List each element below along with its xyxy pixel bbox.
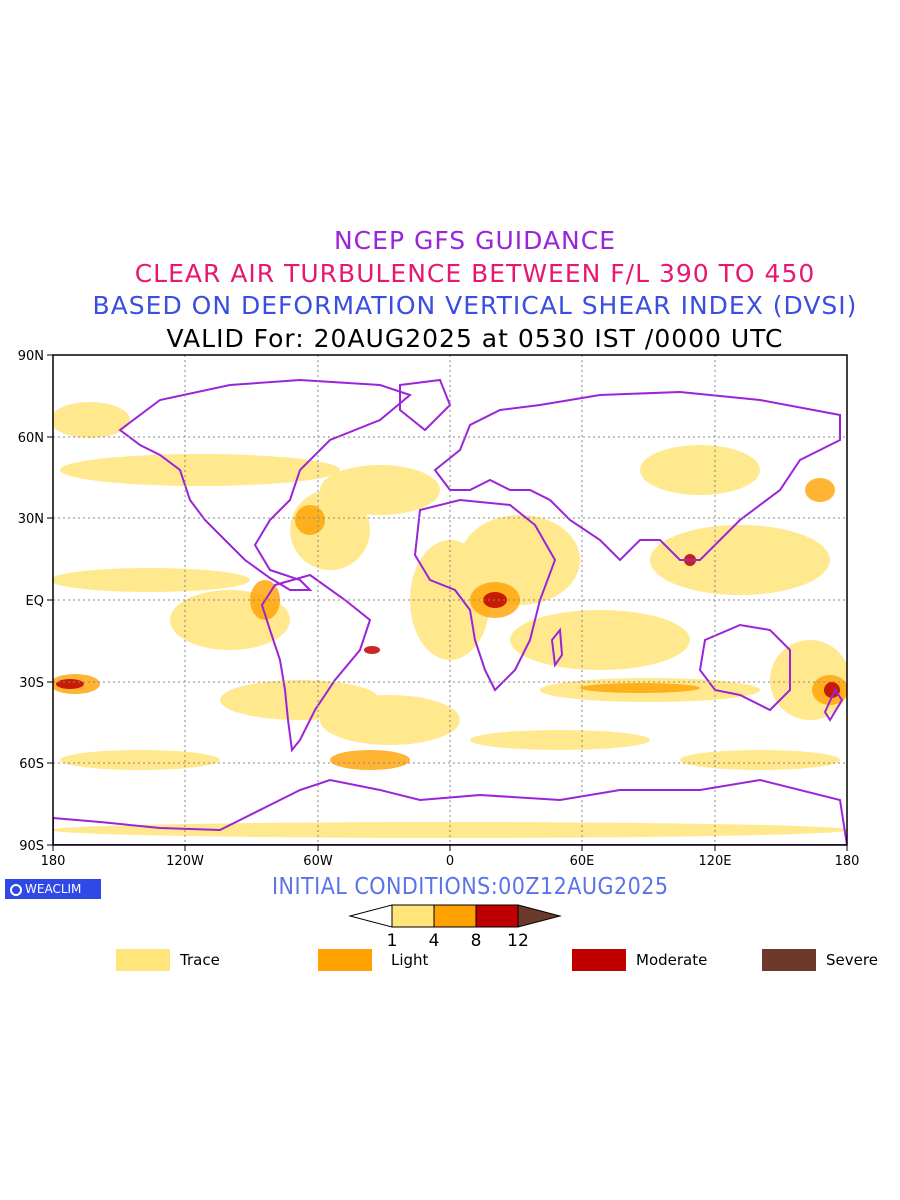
latitude-labels: 90N 60N 30N EQ 30S 60S 90S (18, 349, 44, 854)
legend-label: Moderate (636, 951, 708, 969)
logo-ring-icon (10, 883, 22, 896)
lat-label: 90S (19, 839, 44, 854)
title-line-2: CLEAR AIR TURBULENCE BETWEEN F/L 390 TO … (134, 259, 816, 288)
turbulence-field (53, 402, 847, 838)
lat-label: 90N (18, 349, 44, 364)
title-line-3: BASED ON DEFORMATION VERTICAL SHEAR INDE… (92, 291, 858, 320)
valid-time-line: VALID For: 20AUG2025 at 0530 IST /0000 U… (166, 324, 784, 353)
tick-marks (47, 354, 848, 851)
colorbar-tick: 8 (471, 931, 482, 951)
legend-swatch (318, 949, 372, 971)
colorbar: 1 4 8 12 (348, 904, 562, 951)
madagascar-outline (550, 627, 564, 668)
lat-label: 30N (18, 512, 44, 527)
colorbar-tick: 4 (429, 931, 440, 951)
colorbar-tick: 12 (507, 931, 529, 951)
weaclim-logo: WEACLIM (5, 879, 101, 899)
colorbar-light-segment (433, 904, 477, 928)
lat-label: 60S (19, 757, 44, 772)
eurasia-outline (433, 390, 841, 562)
lon-label: 120E (698, 854, 731, 869)
longitude-labels: 180 120W 60W 0 60E 120E 180 (41, 854, 860, 869)
greenland-outline (399, 378, 452, 432)
lon-label: 60W (303, 854, 333, 869)
title-line-1: NCEP GFS GUIDANCE (333, 226, 616, 255)
coastlines (53, 378, 847, 845)
lon-label: 180 (835, 854, 860, 869)
initial-conditions-label: INITIAL CONDITIONS:00Z12AUG2025 (272, 874, 669, 900)
lon-label: 120W (166, 854, 204, 869)
new-zealand-outline (823, 687, 844, 722)
logo-text: WEACLIM (25, 882, 82, 896)
colorbar-trace-segment (391, 904, 435, 928)
legend-label: Severe (826, 951, 878, 969)
antarctica-outline (53, 778, 847, 845)
colorbar-low-arrow (348, 904, 393, 928)
legend-label: Light (391, 951, 429, 969)
africa-outline (413, 498, 557, 692)
lat-label: EQ (26, 594, 44, 609)
lat-label: 30S (19, 676, 44, 691)
lon-label: 0 (446, 854, 454, 869)
colorbar-tick: 1 (387, 931, 398, 951)
legend-label: Trace (180, 951, 220, 969)
legend-swatch (762, 949, 816, 971)
north-america-outline (118, 378, 413, 591)
south-america-outline (260, 573, 372, 753)
australia-outline (698, 623, 791, 712)
lat-label: 60N (18, 431, 44, 446)
colorbar-severe-arrow (517, 904, 562, 928)
legend-swatch (116, 949, 170, 971)
colorbar-moderate-segment (475, 904, 519, 928)
legend-swatch (572, 949, 626, 971)
graticule (53, 355, 847, 845)
lon-label: 60E (570, 854, 595, 869)
lon-label: 180 (41, 854, 66, 869)
